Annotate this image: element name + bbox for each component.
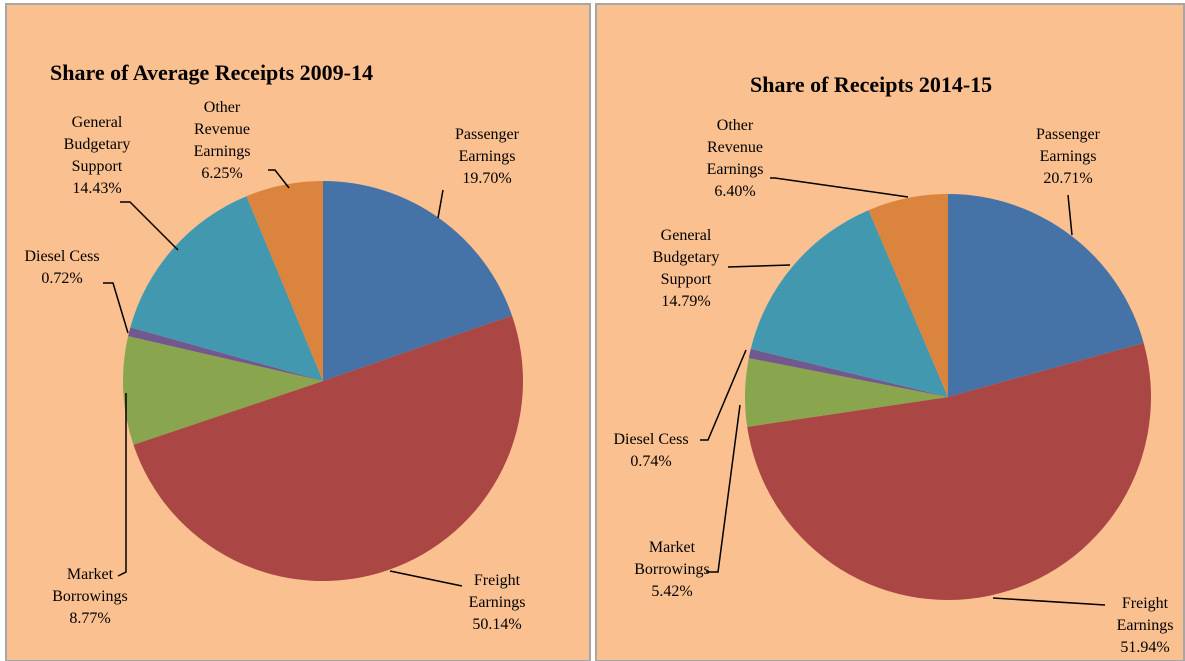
pie-slice [128, 327, 323, 381]
pie-slice [133, 315, 524, 582]
leader-line [389, 570, 463, 587]
pie-slice [744, 358, 948, 427]
pie-slice [747, 342, 1151, 600]
slice-label: Other Revenue Earnings [193, 99, 251, 160]
slice-value-label: 20.71% [1043, 170, 1093, 187]
slice-value-label: 51.94% [1120, 639, 1170, 656]
slice-label: Diesel Cess [613, 431, 689, 448]
leader-line [437, 189, 444, 219]
slice-value-label: 5.42% [651, 583, 693, 600]
leader-line [103, 282, 129, 334]
chart-title: Share of Receipts 2014-15 [750, 72, 993, 97]
slice-label: Diesel Cess [24, 248, 100, 265]
slice-label: Passenger Earnings [455, 126, 519, 165]
slice-value-label: 0.72% [41, 270, 83, 287]
pie-slice [948, 193, 1144, 397]
leader-line [120, 201, 179, 251]
pie-slice [246, 181, 323, 381]
slice-label: Other Revenue Earnings [706, 117, 764, 178]
leader-line [117, 393, 127, 577]
slice-label: General Budgetary Support [63, 114, 131, 175]
slice-label: Passenger Earnings [1036, 126, 1100, 165]
leader-line [770, 177, 909, 198]
pie-slice [868, 194, 948, 397]
slice-value-label: 50.14% [472, 616, 522, 633]
leader-line [1067, 194, 1073, 236]
pie-slice [130, 196, 323, 381]
slice-value-label: 6.25% [201, 165, 243, 182]
slice-label: General Budgetary Support [652, 227, 720, 288]
slice-label: Market Borrowings [52, 566, 128, 605]
slice-value-label: 19.70% [462, 170, 512, 187]
leader-line [268, 169, 290, 189]
slice-label: Freight Earnings [468, 572, 526, 611]
pie-slice [323, 181, 513, 381]
leader-line [992, 597, 1106, 606]
slice-value-label: 0.74% [630, 453, 672, 470]
slice-value-label: 14.43% [72, 180, 122, 197]
chart-title: Share of Average Receipts 2009-14 [50, 60, 374, 85]
pie-slice [748, 348, 948, 397]
slice-label: Market Borrowings [634, 539, 710, 578]
pie-slice [122, 336, 323, 445]
leader-line [706, 404, 741, 573]
slice-value-label: 14.79% [661, 293, 711, 310]
leader-line [700, 349, 747, 441]
slice-value-label: 6.40% [714, 183, 756, 200]
slice-label: Freight Earnings [1116, 595, 1174, 634]
pie-slice [750, 210, 948, 397]
leader-line [727, 264, 791, 268]
slice-value-label: 8.77% [69, 610, 111, 627]
